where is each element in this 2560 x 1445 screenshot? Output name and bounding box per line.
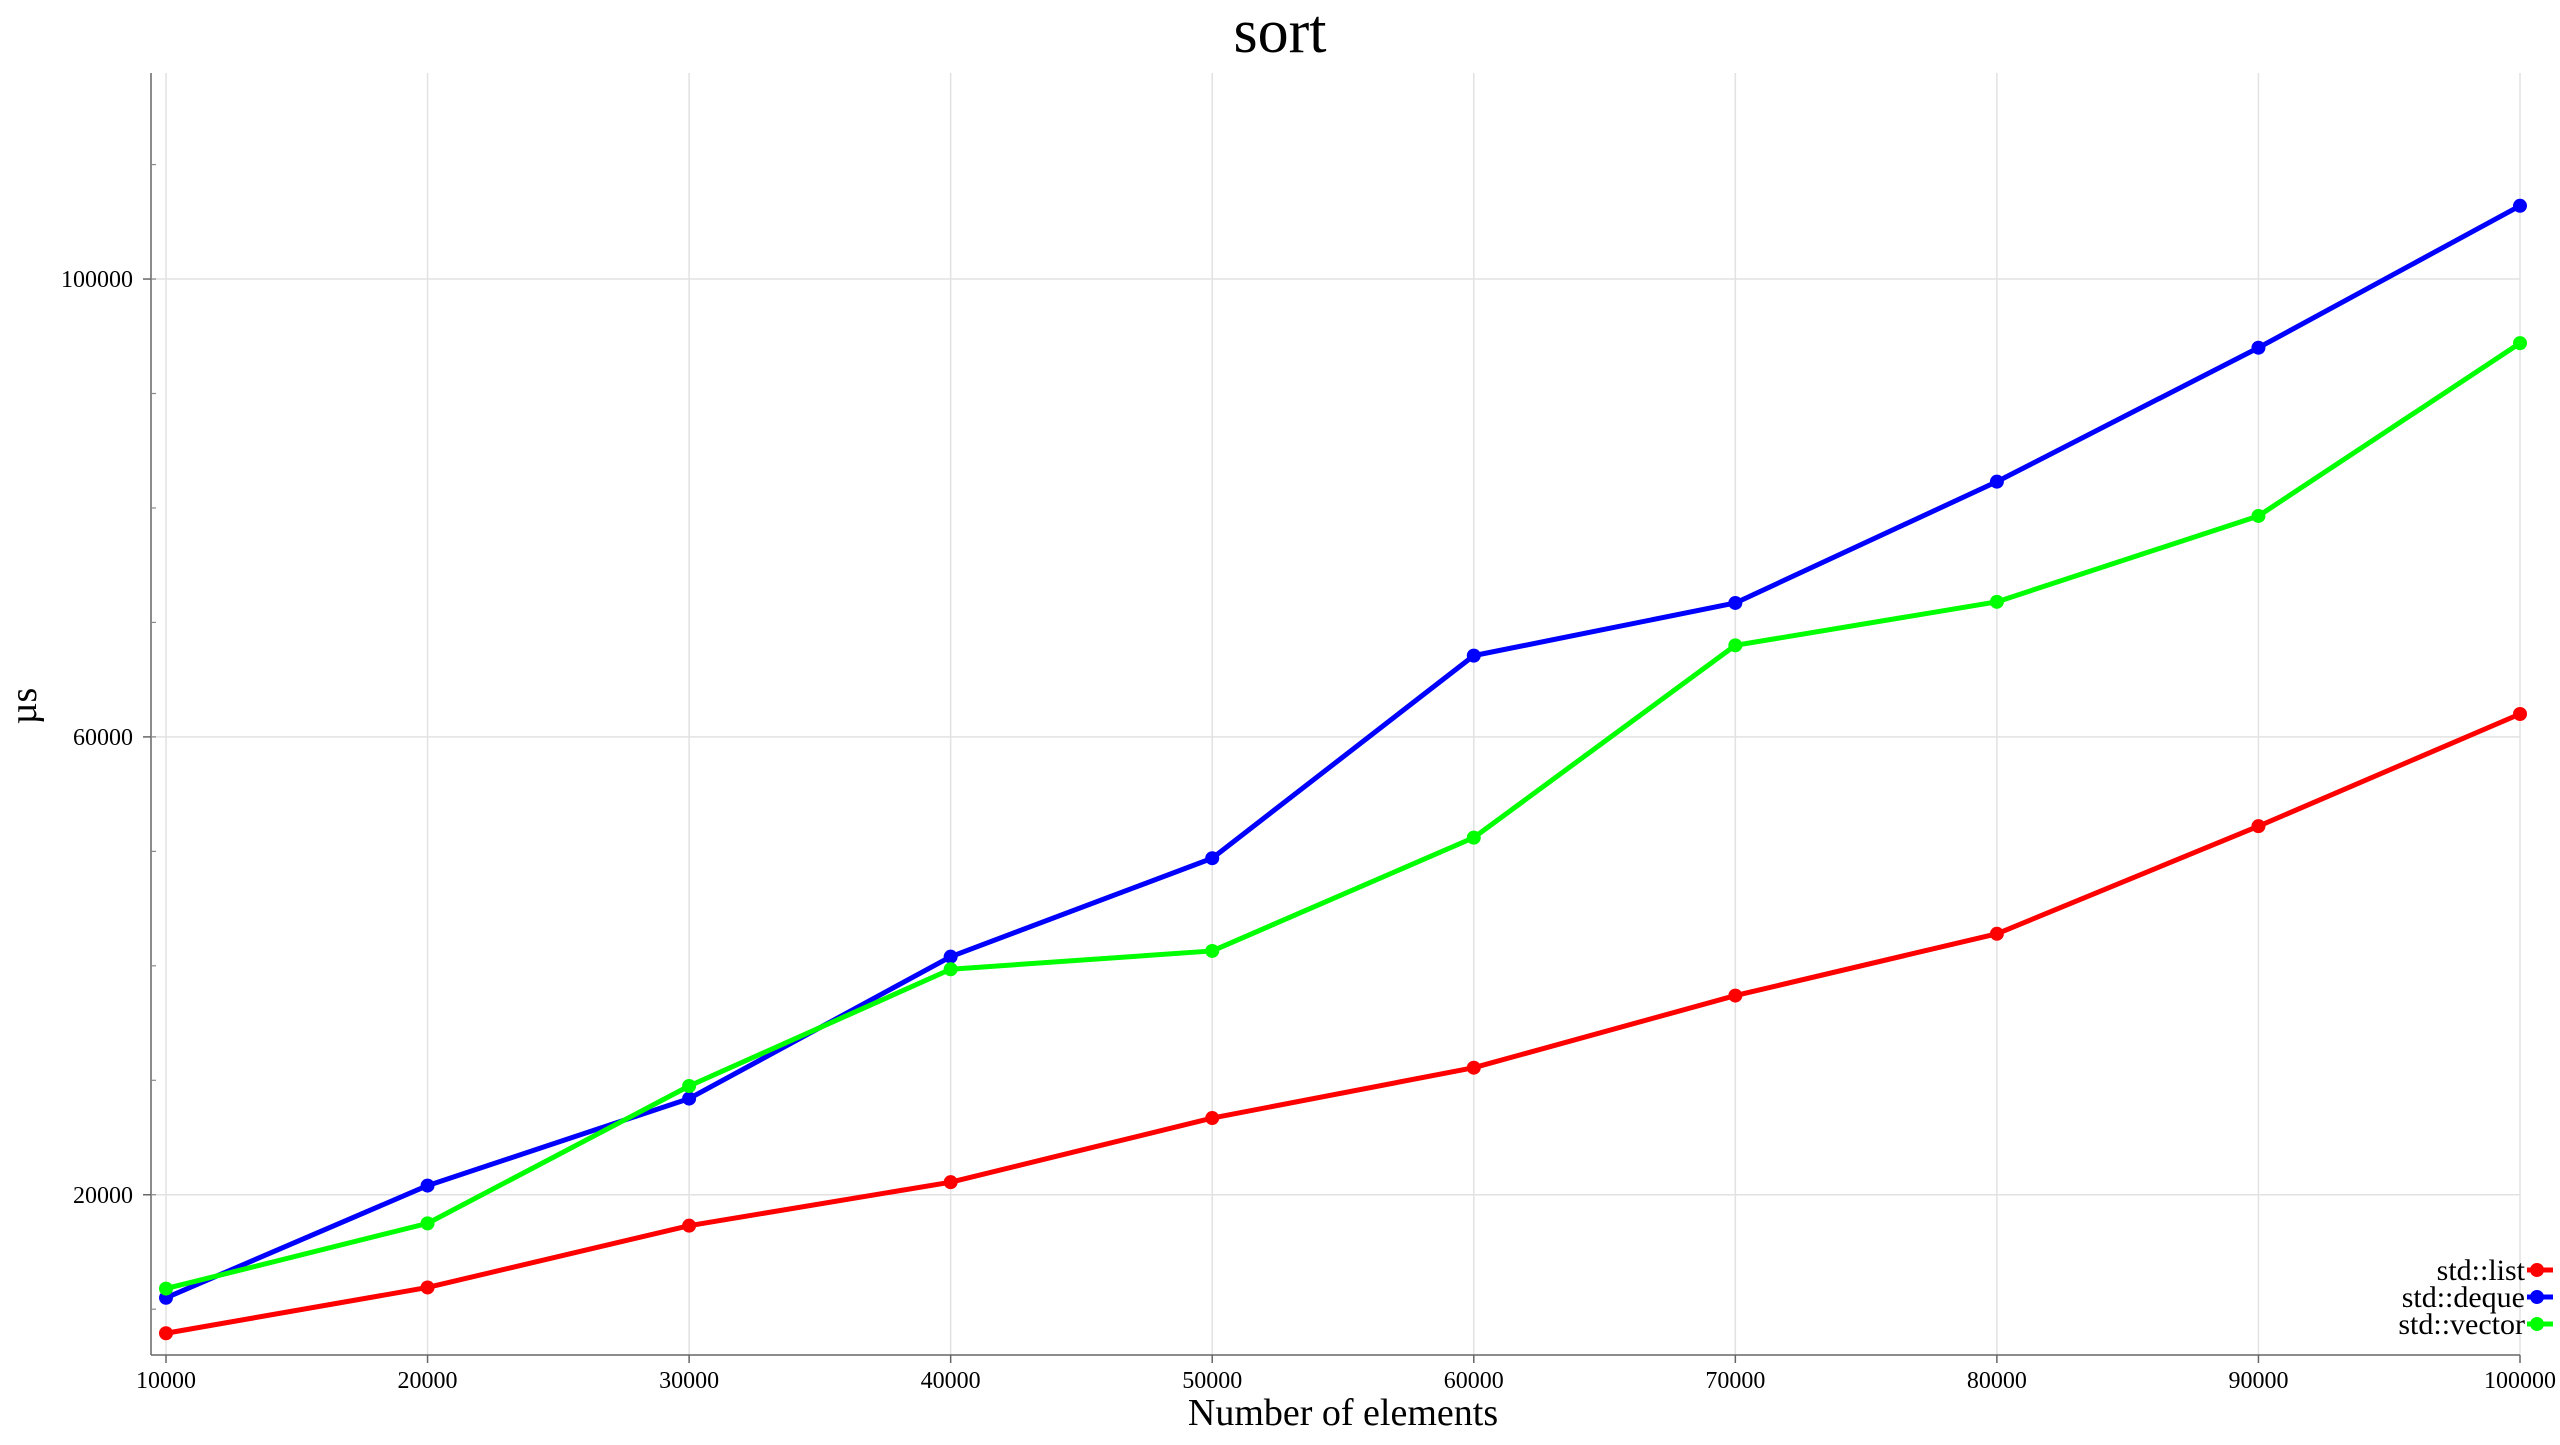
y-tick-label: 20000 bbox=[73, 1183, 133, 1209]
data-point-std-list bbox=[682, 1218, 697, 1233]
data-point-std-list bbox=[159, 1326, 173, 1341]
data-point-std-list bbox=[2513, 707, 2527, 721]
legend-label-std-vector: std::vector bbox=[2398, 1308, 2525, 1341]
data-point-std-list bbox=[2251, 819, 2266, 834]
data-point-std-deque bbox=[420, 1178, 435, 1193]
data-point-std-deque bbox=[1466, 648, 1481, 663]
data-point-std-vector bbox=[943, 962, 958, 977]
y-tick-label: 100000 bbox=[61, 267, 133, 293]
x-tick-label: 40000 bbox=[921, 1368, 981, 1394]
data-point-std-vector bbox=[2251, 508, 2266, 523]
data-point-std-vector bbox=[1466, 830, 1481, 845]
y-tick-label: 60000 bbox=[73, 725, 133, 751]
x-tick-label: 60000 bbox=[1444, 1368, 1504, 1394]
data-point-std-vector bbox=[2513, 336, 2527, 351]
series-layer bbox=[159, 198, 2527, 1341]
data-point-std-deque bbox=[1989, 474, 2004, 489]
grid-layer bbox=[151, 73, 2521, 1355]
data-point-std-vector bbox=[682, 1079, 697, 1094]
data-point-std-deque bbox=[1205, 851, 1220, 866]
data-point-std-deque bbox=[943, 949, 958, 964]
data-point-std-deque bbox=[1728, 595, 1743, 610]
series-line-std-vector bbox=[163, 340, 2523, 1292]
x-tick-label: 70000 bbox=[1705, 1368, 1765, 1394]
x-tick-label: 10000 bbox=[136, 1368, 196, 1394]
x-tick-label: 50000 bbox=[1182, 1368, 1242, 1394]
x-tick-label: 80000 bbox=[1967, 1368, 2027, 1394]
data-point-std-list bbox=[1728, 988, 1743, 1003]
legend-marker-std-list bbox=[2530, 1263, 2544, 1277]
data-point-std-list bbox=[943, 1175, 958, 1190]
x-tick-label: 30000 bbox=[659, 1368, 719, 1394]
legend-marker-std-deque bbox=[2530, 1290, 2544, 1304]
series-line-std-list bbox=[163, 711, 2523, 1336]
data-point-std-list bbox=[1989, 926, 2004, 941]
axis-layer bbox=[150, 73, 2520, 1356]
data-point-std-deque bbox=[2513, 198, 2527, 213]
data-point-std-deque bbox=[2251, 340, 2266, 355]
data-point-std-vector bbox=[159, 1281, 173, 1296]
data-point-std-vector bbox=[1205, 943, 1220, 958]
x-tick-label: 20000 bbox=[398, 1368, 458, 1394]
x-tick-label: 90000 bbox=[2228, 1368, 2288, 1394]
data-point-std-list bbox=[1466, 1060, 1481, 1075]
data-point-std-vector bbox=[1728, 638, 1743, 653]
x-tick-label: 100000 bbox=[2484, 1368, 2556, 1394]
legend-marker-std-vector bbox=[2530, 1317, 2544, 1331]
data-point-std-deque bbox=[682, 1091, 697, 1106]
y-axis-title: µs bbox=[3, 688, 45, 725]
legend-label-std-deque: std::deque bbox=[2402, 1281, 2525, 1314]
series-line-std-deque bbox=[163, 203, 2523, 1301]
chart-title: sort bbox=[1234, 0, 1327, 66]
data-point-std-list bbox=[1205, 1111, 1220, 1126]
data-point-std-vector bbox=[1989, 594, 2004, 609]
x-axis-title: Number of elements bbox=[1188, 1392, 1498, 1434]
legend-label-std-list: std::list bbox=[2437, 1254, 2526, 1287]
data-point-std-list bbox=[420, 1280, 435, 1295]
tick-layer: 10000 20000 30000 40000 50000 60000 70000 80000… bbox=[61, 163, 2556, 1394]
data-point-std-vector bbox=[420, 1216, 435, 1231]
